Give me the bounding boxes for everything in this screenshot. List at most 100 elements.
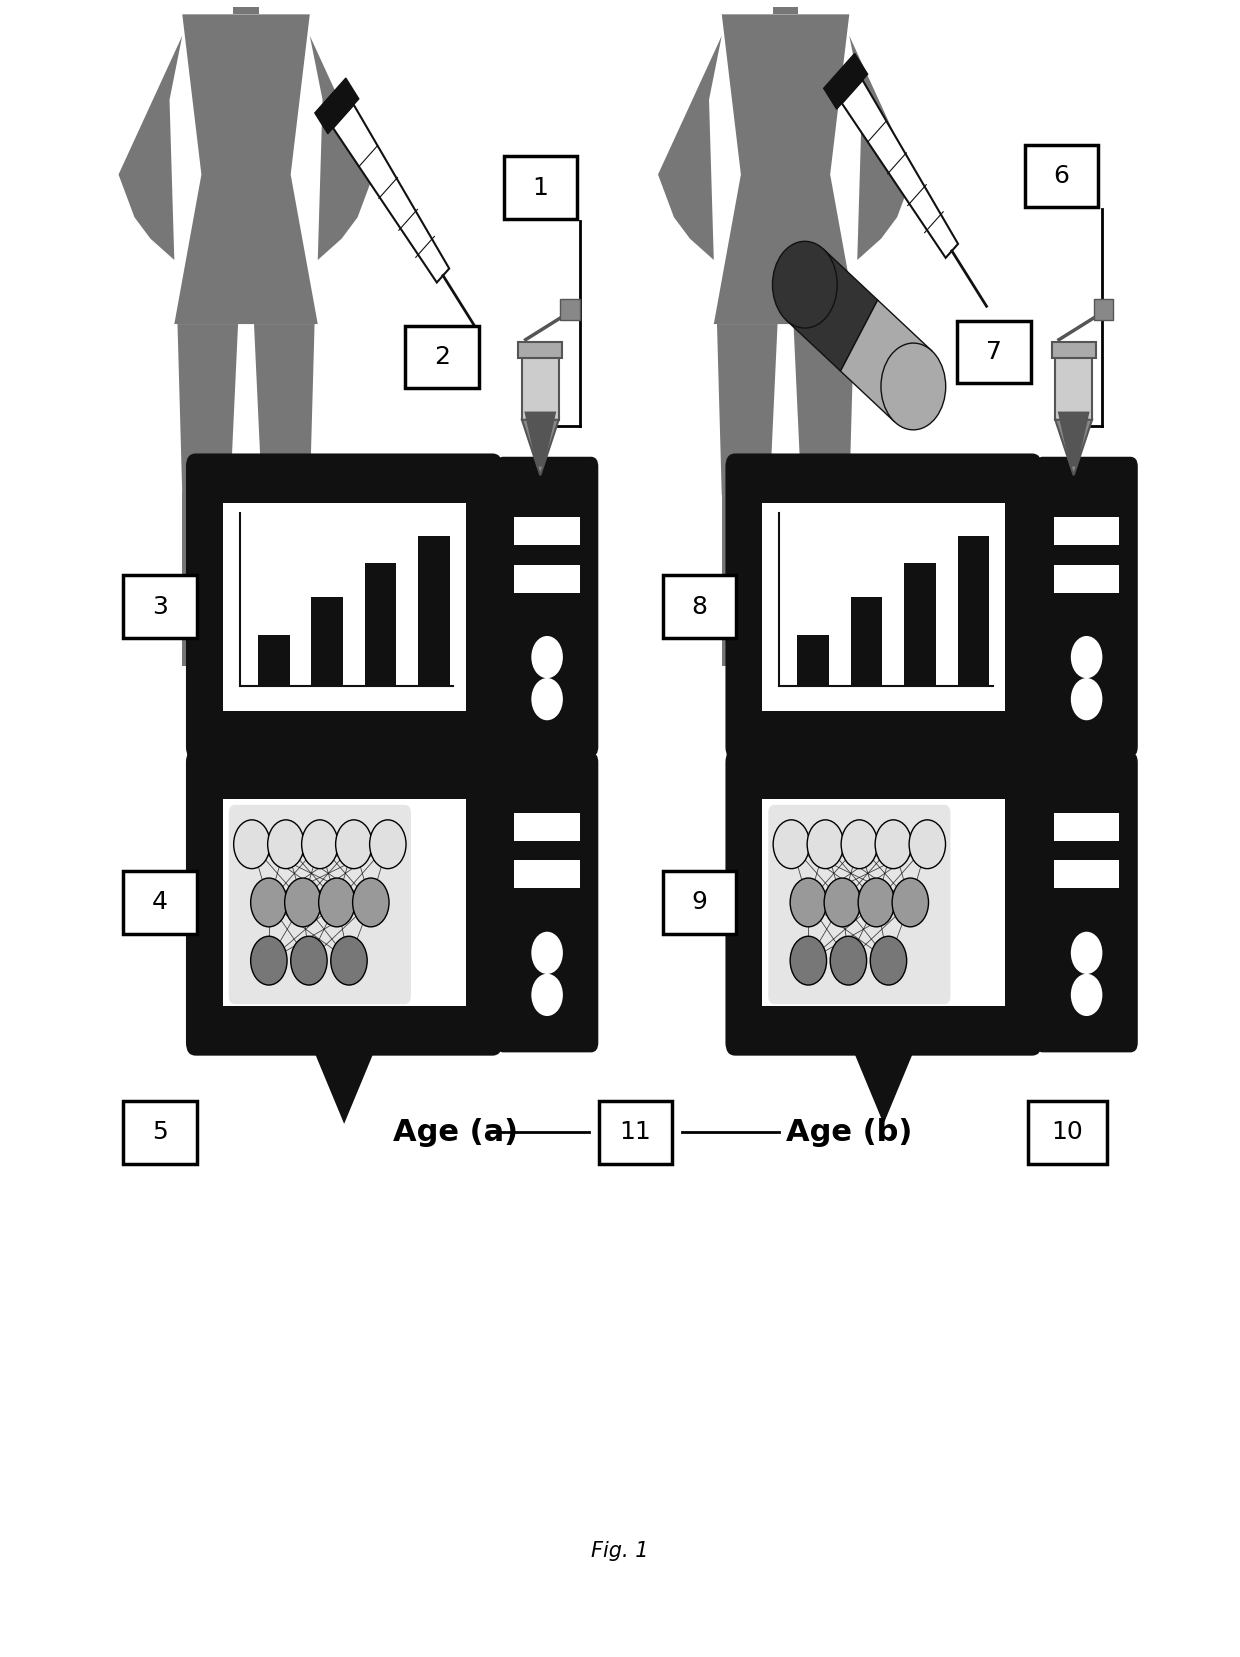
Polygon shape <box>175 15 317 325</box>
FancyBboxPatch shape <box>663 575 737 638</box>
Polygon shape <box>310 747 378 828</box>
FancyBboxPatch shape <box>1035 457 1138 757</box>
Circle shape <box>1071 678 1102 721</box>
Bar <box>515 565 580 593</box>
Polygon shape <box>823 53 868 109</box>
Polygon shape <box>841 300 932 423</box>
Circle shape <box>250 878 288 926</box>
Bar <box>418 535 450 686</box>
Text: 6: 6 <box>1054 164 1069 189</box>
Polygon shape <box>658 36 722 260</box>
Circle shape <box>285 878 321 926</box>
Polygon shape <box>119 36 182 260</box>
Circle shape <box>1071 931 1102 974</box>
Polygon shape <box>1055 419 1092 476</box>
Polygon shape <box>849 747 918 828</box>
Circle shape <box>531 678 563 721</box>
Circle shape <box>370 820 405 868</box>
Bar <box>1055 351 1092 419</box>
Circle shape <box>531 636 563 678</box>
FancyBboxPatch shape <box>1035 752 1138 1052</box>
Bar <box>722 490 770 666</box>
FancyBboxPatch shape <box>957 321 1030 383</box>
Bar <box>262 490 310 666</box>
Circle shape <box>790 878 827 926</box>
Polygon shape <box>310 36 373 260</box>
Circle shape <box>773 242 837 328</box>
Text: 2: 2 <box>434 345 450 370</box>
Polygon shape <box>849 36 913 260</box>
Bar <box>773 0 799 15</box>
Bar <box>1052 341 1096 358</box>
Polygon shape <box>849 1042 918 1123</box>
Bar <box>365 563 397 686</box>
FancyBboxPatch shape <box>124 575 197 638</box>
Text: 4: 4 <box>153 890 169 915</box>
Bar <box>223 799 465 1006</box>
Circle shape <box>331 936 367 984</box>
Bar <box>258 635 289 686</box>
Polygon shape <box>1058 411 1090 467</box>
Text: 1: 1 <box>532 176 548 200</box>
Text: 8: 8 <box>692 595 708 618</box>
Polygon shape <box>334 104 449 282</box>
Circle shape <box>825 878 861 926</box>
FancyBboxPatch shape <box>769 805 950 1004</box>
FancyBboxPatch shape <box>496 457 598 757</box>
Bar <box>223 502 465 711</box>
Text: Age (b): Age (b) <box>785 1118 911 1147</box>
Text: Age (a): Age (a) <box>393 1118 518 1147</box>
Circle shape <box>875 820 911 868</box>
Polygon shape <box>842 80 959 258</box>
Circle shape <box>352 878 389 926</box>
Circle shape <box>319 878 355 926</box>
FancyBboxPatch shape <box>599 1102 672 1163</box>
FancyBboxPatch shape <box>124 1102 197 1163</box>
Polygon shape <box>254 325 315 495</box>
Bar <box>522 351 559 419</box>
Bar <box>1054 517 1120 545</box>
FancyBboxPatch shape <box>663 872 737 933</box>
FancyBboxPatch shape <box>1028 1102 1107 1163</box>
Bar <box>515 860 580 888</box>
FancyBboxPatch shape <box>186 454 502 761</box>
Bar <box>763 502 1004 711</box>
Bar <box>797 635 830 686</box>
FancyBboxPatch shape <box>228 805 410 1004</box>
Circle shape <box>858 878 894 926</box>
Polygon shape <box>522 419 559 476</box>
Bar <box>518 341 563 358</box>
Bar <box>515 517 580 545</box>
Bar <box>1054 565 1120 593</box>
Bar <box>311 597 343 686</box>
Circle shape <box>301 820 339 868</box>
Bar <box>233 0 259 15</box>
Circle shape <box>831 936 867 984</box>
Circle shape <box>909 820 946 868</box>
Circle shape <box>880 343 946 429</box>
Bar <box>182 490 231 666</box>
Circle shape <box>268 820 304 868</box>
Polygon shape <box>717 325 777 495</box>
Circle shape <box>1071 636 1102 678</box>
FancyBboxPatch shape <box>496 752 598 1052</box>
Text: 10: 10 <box>1052 1120 1084 1145</box>
Circle shape <box>841 820 878 868</box>
Circle shape <box>336 820 372 868</box>
Text: 5: 5 <box>153 1120 169 1145</box>
Bar <box>801 490 849 666</box>
FancyBboxPatch shape <box>725 454 1042 761</box>
Text: Fig. 1: Fig. 1 <box>591 1541 649 1561</box>
Bar <box>1054 860 1120 888</box>
FancyBboxPatch shape <box>405 326 479 388</box>
Circle shape <box>774 820 810 868</box>
Bar <box>957 535 990 686</box>
Circle shape <box>870 936 906 984</box>
Circle shape <box>250 936 288 984</box>
Circle shape <box>790 936 827 984</box>
Text: 7: 7 <box>986 340 1002 365</box>
Polygon shape <box>525 411 557 467</box>
Polygon shape <box>310 1042 378 1123</box>
Bar <box>851 597 883 686</box>
Bar <box>904 563 936 686</box>
